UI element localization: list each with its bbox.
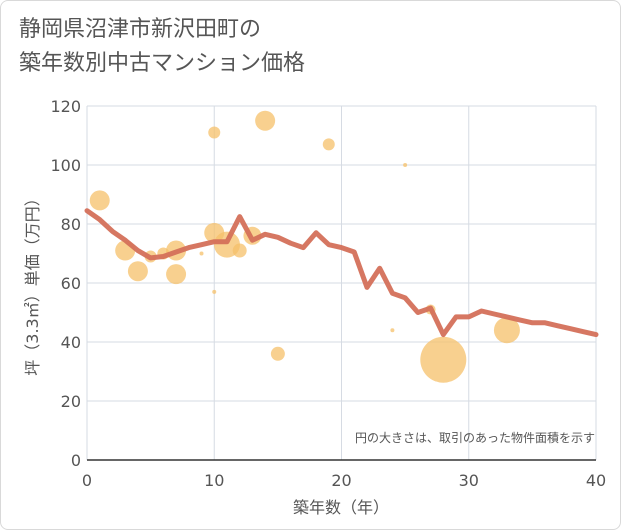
bubble-point [232, 243, 247, 258]
chart-title-line-2: 築年数別中古マンション価格 [19, 51, 306, 76]
bubble-point [127, 261, 148, 282]
x-tick-label: 10 [204, 471, 224, 490]
bubble-point [89, 190, 110, 211]
bubble-point [390, 328, 395, 333]
y-tick-label: 120 [50, 97, 81, 116]
y-tick-label: 60 [61, 274, 81, 293]
bubble-point [322, 138, 335, 151]
bubble-point [420, 336, 467, 383]
x-tick-label: 0 [82, 471, 92, 490]
bubble-point [212, 289, 217, 294]
chart-title-line-1: 静岡県沼津市新沢田町の [19, 17, 262, 42]
bubble-point [270, 346, 285, 361]
bubble-point [493, 317, 520, 344]
y-tick-label: 0 [71, 451, 81, 470]
chart-title: 静岡県沼津市新沢田町の 築年数別中古マンション価格 [19, 13, 305, 81]
x-tick-labels: 0 10 20 30 40 [82, 471, 606, 490]
x-tick-label: 20 [331, 471, 351, 490]
grid-lines [86, 105, 597, 461]
y-tick-labels: 0 20 40 60 80 100 120 [50, 97, 81, 470]
bubbles [89, 110, 520, 383]
x-tick-label: 40 [586, 471, 606, 490]
trend-line [84, 208, 599, 338]
bubble-point [199, 251, 204, 256]
bubble-point [403, 163, 408, 167]
y-axis-label: 坪（3.3㎡）単価（万円） [23, 190, 42, 375]
bubble-point [208, 126, 221, 139]
y-tick-label: 40 [61, 333, 81, 352]
x-tick-label: 30 [459, 471, 479, 490]
size-note: 円の大きさは、取引のあった物件面積を示す [355, 430, 595, 445]
y-tick-label: 80 [61, 215, 81, 234]
y-tick-label: 100 [50, 156, 81, 175]
bubble-point [255, 110, 276, 131]
bubble-point [166, 264, 187, 285]
x-axis-label: 築年数（年） [293, 498, 389, 517]
y-tick-label: 20 [61, 392, 81, 411]
